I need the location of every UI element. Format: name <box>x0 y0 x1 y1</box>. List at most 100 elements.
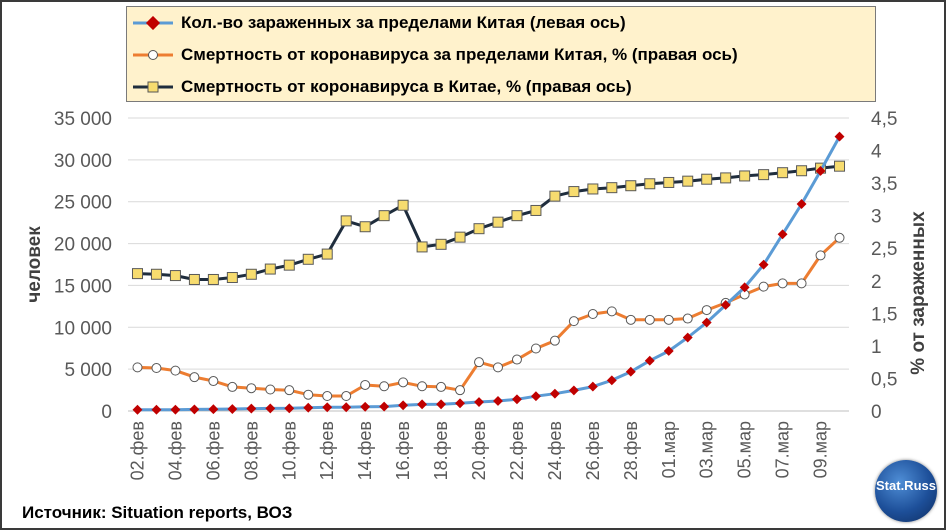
mortality-outside-point <box>511 354 522 365</box>
mortality-outside-point <box>398 377 409 388</box>
mortality-china-point <box>131 268 143 280</box>
mortality-outside-point <box>417 381 428 392</box>
mortality-outside-point <box>834 232 845 243</box>
mortality-china-point <box>644 178 656 190</box>
y-tick-label: 0 <box>101 402 112 423</box>
mortality-outside-point <box>455 385 466 396</box>
legend-item-mortality-china: Смертность от коронавируса в Китае, % (п… <box>127 73 632 101</box>
mortality-china-point <box>663 176 675 188</box>
mortality-outside-point <box>568 316 579 327</box>
infected-point <box>246 403 257 414</box>
mortality-china-point <box>321 248 333 260</box>
infected-point <box>834 131 845 142</box>
mortality-outside-point <box>436 381 447 392</box>
mortality-china-point <box>568 186 580 198</box>
y-axis-title: человек <box>24 226 45 303</box>
mortality-china-point <box>682 175 694 187</box>
mortality-china-point <box>207 273 219 285</box>
infected-point <box>436 399 447 410</box>
mortality-china-point <box>283 259 295 271</box>
infected-point <box>151 404 162 415</box>
y-tick-label: 30 000 <box>54 151 112 172</box>
y2-tick-label: 0 <box>871 402 882 423</box>
infected-point <box>417 399 428 410</box>
mortality-outside-point <box>360 379 371 390</box>
mortality-china-point <box>511 210 523 222</box>
x-tick-label: 09.мар <box>811 421 831 478</box>
infected-point <box>284 403 295 414</box>
x-tick-label: 03.мар <box>697 421 717 478</box>
mortality-outside-point <box>379 381 390 392</box>
mortality-outside-point <box>151 363 162 374</box>
infected-point <box>530 391 541 402</box>
infected-point <box>455 398 465 409</box>
legend: Кол.-во зараженных за пределами Китая (л… <box>126 6 876 102</box>
y2-tick-label: 2,5 <box>871 239 897 260</box>
series-line-2 <box>137 164 840 281</box>
mortality-china-point <box>720 172 732 184</box>
y2-axis-title: % от зараженных <box>908 211 929 375</box>
legend-key-mortality-china <box>133 81 173 93</box>
mortality-outside-point <box>492 362 503 373</box>
infected-point <box>265 403 276 414</box>
mortality-china-point <box>473 223 485 235</box>
x-tick-label: 07.мар <box>773 421 793 478</box>
infected-point <box>132 404 143 415</box>
x-tick-label: 28.фев <box>621 421 641 480</box>
y-tick-label: 15 000 <box>54 276 112 297</box>
x-tick-label: 14.фев <box>355 421 375 480</box>
infected-point <box>341 402 352 413</box>
infected-point <box>493 396 503 406</box>
y2-tick-label: 0,5 <box>871 369 897 390</box>
legend-item-mortality-outside: Смертность от коронавируса за пределами … <box>127 41 738 69</box>
y2-tick-label: 1 <box>871 337 882 358</box>
infected-point <box>682 332 693 343</box>
mortality-china-point <box>435 238 447 250</box>
y-tick-label: 25 000 <box>54 193 112 214</box>
mortality-outside-point <box>227 381 238 392</box>
mortality-outside-point <box>815 250 826 261</box>
infected-point <box>549 388 560 399</box>
mortality-outside-point <box>758 281 769 292</box>
mortality-china-point <box>530 204 542 216</box>
infected-point <box>625 366 636 377</box>
mortality-outside-point <box>549 335 560 346</box>
mortality-china-point <box>302 253 314 265</box>
mortality-china-point <box>758 169 770 181</box>
mortality-outside-point <box>341 391 352 402</box>
mortality-china-point <box>378 210 390 222</box>
mortality-outside-point <box>606 306 617 317</box>
mortality-china-point <box>701 173 713 185</box>
mortality-china-point <box>340 215 352 227</box>
y2-tick-label: 1,5 <box>871 304 897 325</box>
mortality-outside-point <box>644 314 655 325</box>
mortality-outside-point <box>701 305 712 316</box>
legend-label-mortality-china: Смертность от коронавируса в Китае, % (п… <box>181 77 632 96</box>
mortality-china-point <box>796 165 808 177</box>
infected-point <box>303 402 314 413</box>
y-tick-label: 35 000 <box>54 109 112 130</box>
y2-tick-label: 3 <box>871 207 882 228</box>
infected-point <box>720 300 731 310</box>
mortality-china-point <box>606 182 618 194</box>
mortality-china-point <box>264 263 276 275</box>
mortality-outside-point <box>796 278 807 289</box>
x-tick-label: 08.фев <box>241 421 261 480</box>
mortality-china-point <box>416 241 428 253</box>
mortality-china-point <box>549 190 561 202</box>
y2-tick-label: 3,5 <box>871 174 897 195</box>
mortality-outside-point <box>322 391 333 402</box>
infected-point <box>512 394 522 405</box>
logo-text: Stat.Russ <box>876 478 936 493</box>
y2-tick-label: 4,5 <box>871 109 897 130</box>
infected-point <box>568 385 579 396</box>
mortality-outside-point <box>246 383 257 394</box>
x-tick-label: 16.фев <box>393 421 413 480</box>
x-tick-label: 18.фев <box>431 421 451 480</box>
infected-point <box>360 401 371 412</box>
mortality-outside-point <box>208 376 219 387</box>
x-tick-label: 12.фев <box>317 421 337 480</box>
mortality-china-point <box>625 180 637 192</box>
infected-point <box>170 404 181 415</box>
x-tick-label: 20.фев <box>469 421 489 480</box>
